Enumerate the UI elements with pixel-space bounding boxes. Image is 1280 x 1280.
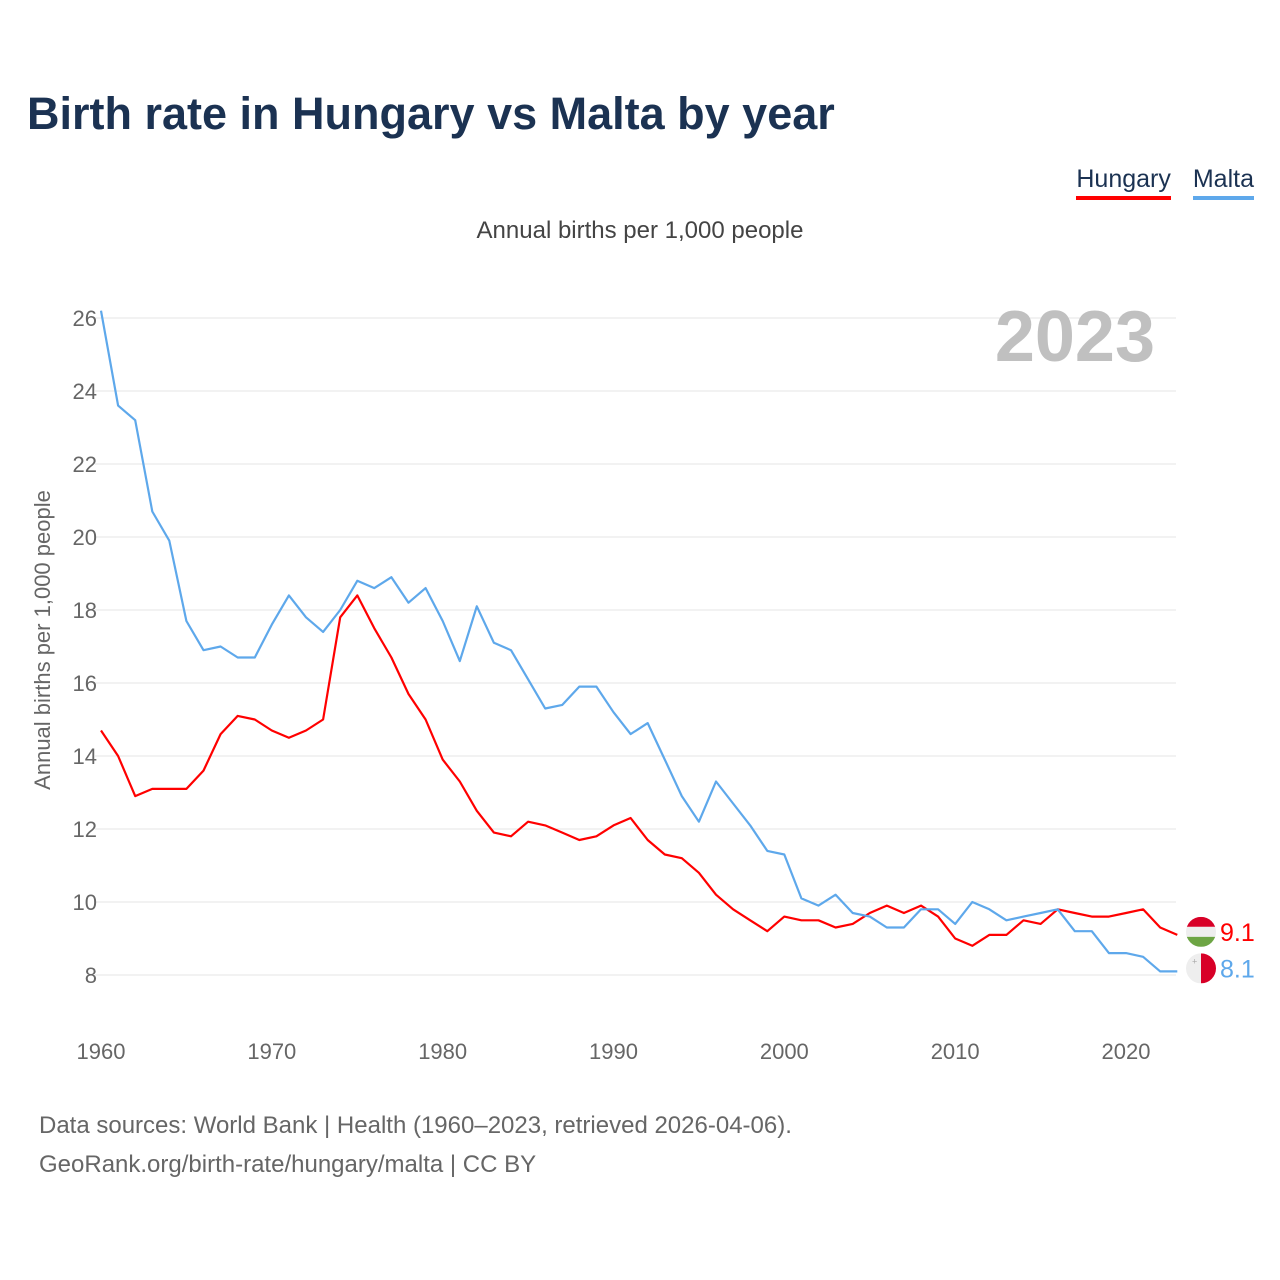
legend-hungary[interactable]: Hungary: [1076, 165, 1171, 200]
chart-subtitle: Annual births per 1,000 people: [476, 217, 804, 244]
y-tick-label: 20: [73, 525, 97, 550]
y-tick-label: 18: [73, 598, 97, 623]
legend: Hungary Malta: [1076, 165, 1254, 200]
y-tick-label: 14: [73, 744, 97, 769]
source-line-2[interactable]: GeoRank.org/birth-rate/hungary/malta | C…: [39, 1151, 537, 1178]
y-tick-label: 8: [85, 963, 97, 988]
year-label: 2023: [995, 297, 1155, 377]
y-tick-label: 16: [73, 671, 97, 696]
y-tick-label: 10: [73, 890, 97, 915]
source-note: Data sources: World Bank | Health (1960–…: [39, 1106, 792, 1184]
y-tick-label: 12: [73, 817, 97, 842]
x-tick-label: 1970: [247, 1039, 296, 1064]
svg-text:+: +: [1192, 956, 1197, 966]
x-tick-label: 1960: [77, 1039, 126, 1064]
series-line-hungary: [100, 594, 1178, 947]
malta-flag-icon: +: [1186, 953, 1216, 984]
x-tick-label: 2010: [931, 1039, 980, 1064]
x-tick-label: 2020: [1102, 1039, 1151, 1064]
end-label-hungary: 9.1: [1220, 919, 1255, 947]
x-tick-label: 2000: [760, 1039, 809, 1064]
x-tick-label: 1980: [418, 1039, 467, 1064]
source-line-1: Data sources: World Bank | Health (1960–…: [39, 1112, 792, 1139]
y-tick-label: 24: [73, 379, 97, 404]
end-label-malta: 8.1: [1220, 955, 1255, 983]
y-tick-label: 22: [73, 452, 97, 477]
chart-title: Birth rate in Hungary vs Malta by year: [27, 88, 835, 139]
x-tick-label: 1990: [589, 1039, 638, 1064]
hungary-flag-icon: [1186, 916, 1216, 947]
y-axis-label: Annual births per 1,000 people: [30, 490, 55, 790]
legend-malta[interactable]: Malta: [1192, 165, 1254, 200]
series-line-malta: [99, 310, 1178, 973]
y-tick-label: 26: [73, 306, 97, 331]
